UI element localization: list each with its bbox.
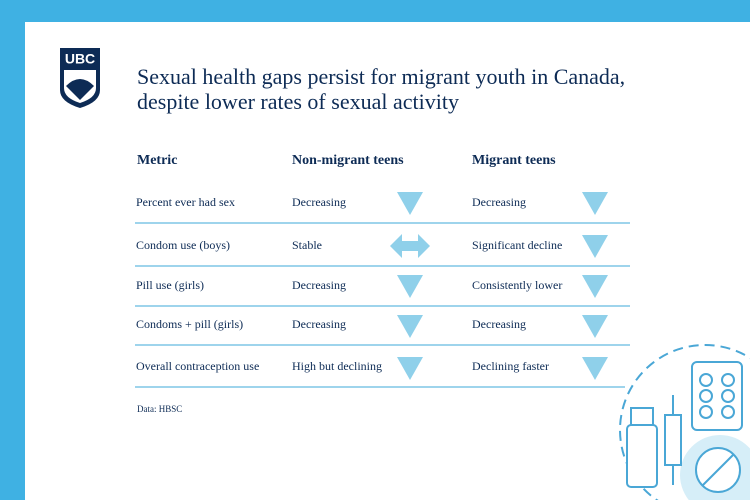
cell: Significant decline (472, 238, 562, 252)
down-icon (582, 315, 608, 338)
cell: Percent ever had sex (136, 195, 235, 209)
cell: Overall contraception use (136, 359, 259, 373)
cell: Decreasing (472, 317, 526, 331)
cell: Stable (292, 238, 322, 252)
logo: UBC (60, 48, 100, 108)
down-icon (397, 275, 423, 298)
logo-text: UBC (65, 51, 95, 67)
cell: High but declining (292, 359, 382, 373)
cell: Decreasing (472, 195, 526, 209)
down-icon (582, 192, 608, 215)
title-line: Sexual health gaps persist for migrant y… (137, 64, 625, 89)
down-icon (397, 315, 423, 338)
cell: Condom use (boys) (136, 238, 230, 252)
down-icon (582, 235, 608, 258)
cell: Consistently lower (472, 278, 562, 292)
trend-icons (390, 192, 608, 380)
cell: Decreasing (292, 317, 346, 331)
column-header: Non-migrant teens (292, 153, 404, 168)
source: Data: HBSC (137, 404, 182, 414)
down-icon (582, 275, 608, 298)
stable-icon (390, 234, 430, 258)
down-icon (582, 357, 608, 380)
column-header: Migrant teens (472, 153, 556, 168)
panel (25, 22, 750, 500)
table: Metric Non-migrant teens Migrant teens Perc… (135, 153, 630, 388)
title-line: despite lower rates of sexual activity (137, 89, 459, 114)
down-icon (397, 192, 423, 215)
cell: Decreasing (292, 195, 346, 209)
column-header: Metric (137, 153, 177, 168)
medical-illustration (619, 344, 750, 500)
down-icon (397, 357, 423, 380)
cell: Pill use (girls) (136, 278, 204, 292)
cell: Condoms + pill (girls) (136, 317, 243, 331)
cell: Decreasing (292, 278, 346, 292)
cell: Declining faster (472, 359, 549, 373)
